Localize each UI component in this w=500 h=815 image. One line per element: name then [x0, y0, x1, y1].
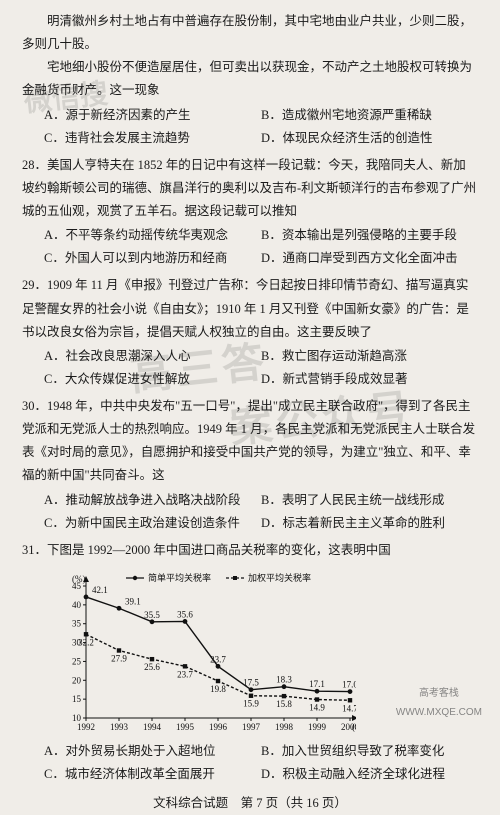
q27-intro-2: 宅地细小股份不便造屋居住，但可卖出以获现金，不动产之土地股权可转换为金融货币财产… — [22, 56, 478, 102]
svg-text:1994: 1994 — [143, 722, 162, 732]
q30-number: 30． — [22, 399, 47, 413]
q31-option-d[interactable]: D．积极主动融入经济全球化进程 — [261, 763, 478, 786]
svg-text:14.9: 14.9 — [309, 702, 325, 712]
tariff-chart: 1015202530354045(%)199219931994199519961… — [56, 568, 356, 738]
q28-option-a[interactable]: A．不平等条约动摇传统华夷观念 — [44, 224, 261, 247]
q29-option-b[interactable]: B．救亡图存运动渐趋高涨 — [261, 345, 478, 368]
svg-text:1999: 1999 — [308, 722, 327, 732]
q28-option-c[interactable]: C．外国人可以到内地游历和经商 — [44, 247, 261, 270]
q31-stem: 31．下图是 1992—2000 年中国进口商品关税率的变化，这表明中国 — [22, 539, 478, 562]
q27-option-c[interactable]: C．违背社会发展主流趋势 — [44, 127, 261, 150]
svg-text:18.3: 18.3 — [276, 675, 292, 685]
svg-text:1995: 1995 — [176, 722, 195, 732]
stamp-l2: WWW.MXQE.COM — [396, 704, 482, 723]
q27-block: 明清徽州乡村土地占有中普遍存在股份制，其中宅地由业户共业，少则二股，多则几十股。… — [22, 10, 478, 150]
svg-text:14.7: 14.7 — [342, 703, 356, 713]
q28-number: 28． — [22, 158, 47, 172]
stamp: 高考客栈 WWW.MXQE.COM — [396, 685, 482, 722]
svg-text:加权平均关税率: 加权平均关税率 — [248, 572, 311, 583]
q30-option-c[interactable]: C．为新中国民主政治建设创造条件 — [44, 512, 261, 535]
q27-intro-1: 明清徽州乡村土地占有中普遍存在股份制，其中宅地由业户共业，少则二股，多则几十股。 — [22, 10, 478, 56]
svg-text:15.8: 15.8 — [276, 699, 292, 709]
page-footer: 文科综合试题 第 7 页（共 16 页） — [22, 792, 478, 815]
q29-option-a[interactable]: A．社会改良思潮深入人心 — [44, 345, 261, 368]
q29-stem: 29．1909 年 11 月《申报》刊登过广告称：今日起按日排印情节奇幻、描写逼… — [22, 274, 478, 343]
svg-text:27.9: 27.9 — [111, 653, 127, 663]
q30-option-a[interactable]: A．推动解放战争进入战略决战阶段 — [44, 489, 261, 512]
q27-option-d[interactable]: D．体现民众经济生活的创造性 — [261, 127, 478, 150]
svg-text:1998: 1998 — [275, 722, 294, 732]
q31-block: 31．下图是 1992—2000 年中国进口商品关税率的变化，这表明中国 101… — [22, 539, 478, 786]
q31-option-a[interactable]: A．对外贸易长期处于入超地位 — [44, 740, 261, 763]
q28-block: 28．美国人亨特夫在 1852 年的日记中有这样一段记载：今天，我陪同夫人、新加… — [22, 154, 478, 271]
stamp-l1: 高考客栈 — [396, 685, 482, 704]
q31-option-b[interactable]: B．加入世贸组织导致了税率变化 — [261, 740, 478, 763]
q29-options: A．社会改良思潮深入人心 B．救亡图存运动渐趋高涨 C．大众传媒促进女性解放 D… — [44, 345, 478, 391]
q27-option-a[interactable]: A．源于新经济因素的产生 — [44, 104, 261, 127]
q28-option-d[interactable]: D．通商口岸受到西方文化全面冲击 — [261, 247, 478, 270]
q29-option-d[interactable]: D．新式营销手段成效显著 — [261, 368, 478, 391]
q30-option-b[interactable]: B．表明了人民民主统一战线形成 — [261, 489, 478, 512]
q28-option-b[interactable]: B．资本输出是列强侵略的主要手段 — [261, 224, 478, 247]
svg-text:1993: 1993 — [110, 722, 129, 732]
svg-text:(年份): (年份) — [352, 721, 356, 732]
q29-number: 29． — [22, 278, 47, 292]
q31-options: A．对外贸易长期处于入超地位 B．加入世贸组织导致了税率变化 C．城市经济体制改… — [44, 740, 478, 786]
svg-text:简单平均关税率: 简单平均关税率 — [148, 572, 211, 583]
q28-stem: 28．美国人亨特夫在 1852 年的日记中有这样一段记载：今天，我陪同夫人、新加… — [22, 154, 478, 223]
q27-option-b[interactable]: B．造成徽州宅地资源严重稀缺 — [261, 104, 478, 127]
svg-text:35: 35 — [72, 619, 82, 629]
q29-block: 29．1909 年 11 月《申报》刊登过广告称：今日起按日排印情节奇幻、描写逼… — [22, 274, 478, 391]
svg-text:42.1: 42.1 — [92, 585, 108, 595]
q27-options: A．源于新经济因素的产生 B．造成徽州宅地资源严重稀缺 C．违背社会发展主流趋势… — [44, 104, 478, 150]
q31-option-c[interactable]: C．城市经济体制改革全面展开 — [44, 763, 261, 786]
q30-stem: 30．1948 年，中共中央发布"五一口号"，提出"成立民主联合政府"，得到了各… — [22, 395, 478, 488]
svg-text:20: 20 — [72, 675, 82, 685]
svg-text:23.7: 23.7 — [177, 669, 193, 679]
svg-text:23.7: 23.7 — [210, 654, 226, 664]
q28-options: A．不平等条约动摇传统华夷观念 B．资本输出是列强侵略的主要手段 C．外国人可以… — [44, 224, 478, 270]
q30-option-d[interactable]: D．标志着新民主主义革命的胜利 — [261, 512, 478, 535]
q31-number: 31． — [22, 543, 47, 557]
svg-text:1997: 1997 — [242, 722, 261, 732]
q30-options: A．推动解放战争进入战略决战阶段 B．表明了人民民主统一战线形成 C．为新中国民… — [44, 489, 478, 535]
svg-text:15: 15 — [72, 694, 82, 704]
svg-text:40: 40 — [72, 600, 82, 610]
svg-text:35.5: 35.5 — [144, 610, 160, 620]
svg-text:15.9: 15.9 — [243, 699, 259, 709]
svg-text:(%): (%) — [72, 574, 86, 584]
svg-text:1996: 1996 — [209, 722, 228, 732]
svg-text:25: 25 — [72, 656, 82, 666]
svg-text:25.6: 25.6 — [144, 662, 160, 672]
svg-text:1992: 1992 — [77, 722, 95, 732]
svg-text:17.0: 17.0 — [342, 679, 356, 689]
svg-text:39.1: 39.1 — [125, 596, 141, 606]
svg-text:19.8: 19.8 — [210, 684, 226, 694]
q29-option-c[interactable]: C．大众传媒促进女性解放 — [44, 368, 261, 391]
svg-text:32.2: 32.2 — [78, 637, 94, 647]
svg-text:17.1: 17.1 — [309, 679, 325, 689]
svg-text:17.5: 17.5 — [243, 678, 259, 688]
svg-text:35.6: 35.6 — [177, 609, 193, 619]
q30-block: 30．1948 年，中共中央发布"五一口号"，提出"成立民主联合政府"，得到了各… — [22, 395, 478, 535]
